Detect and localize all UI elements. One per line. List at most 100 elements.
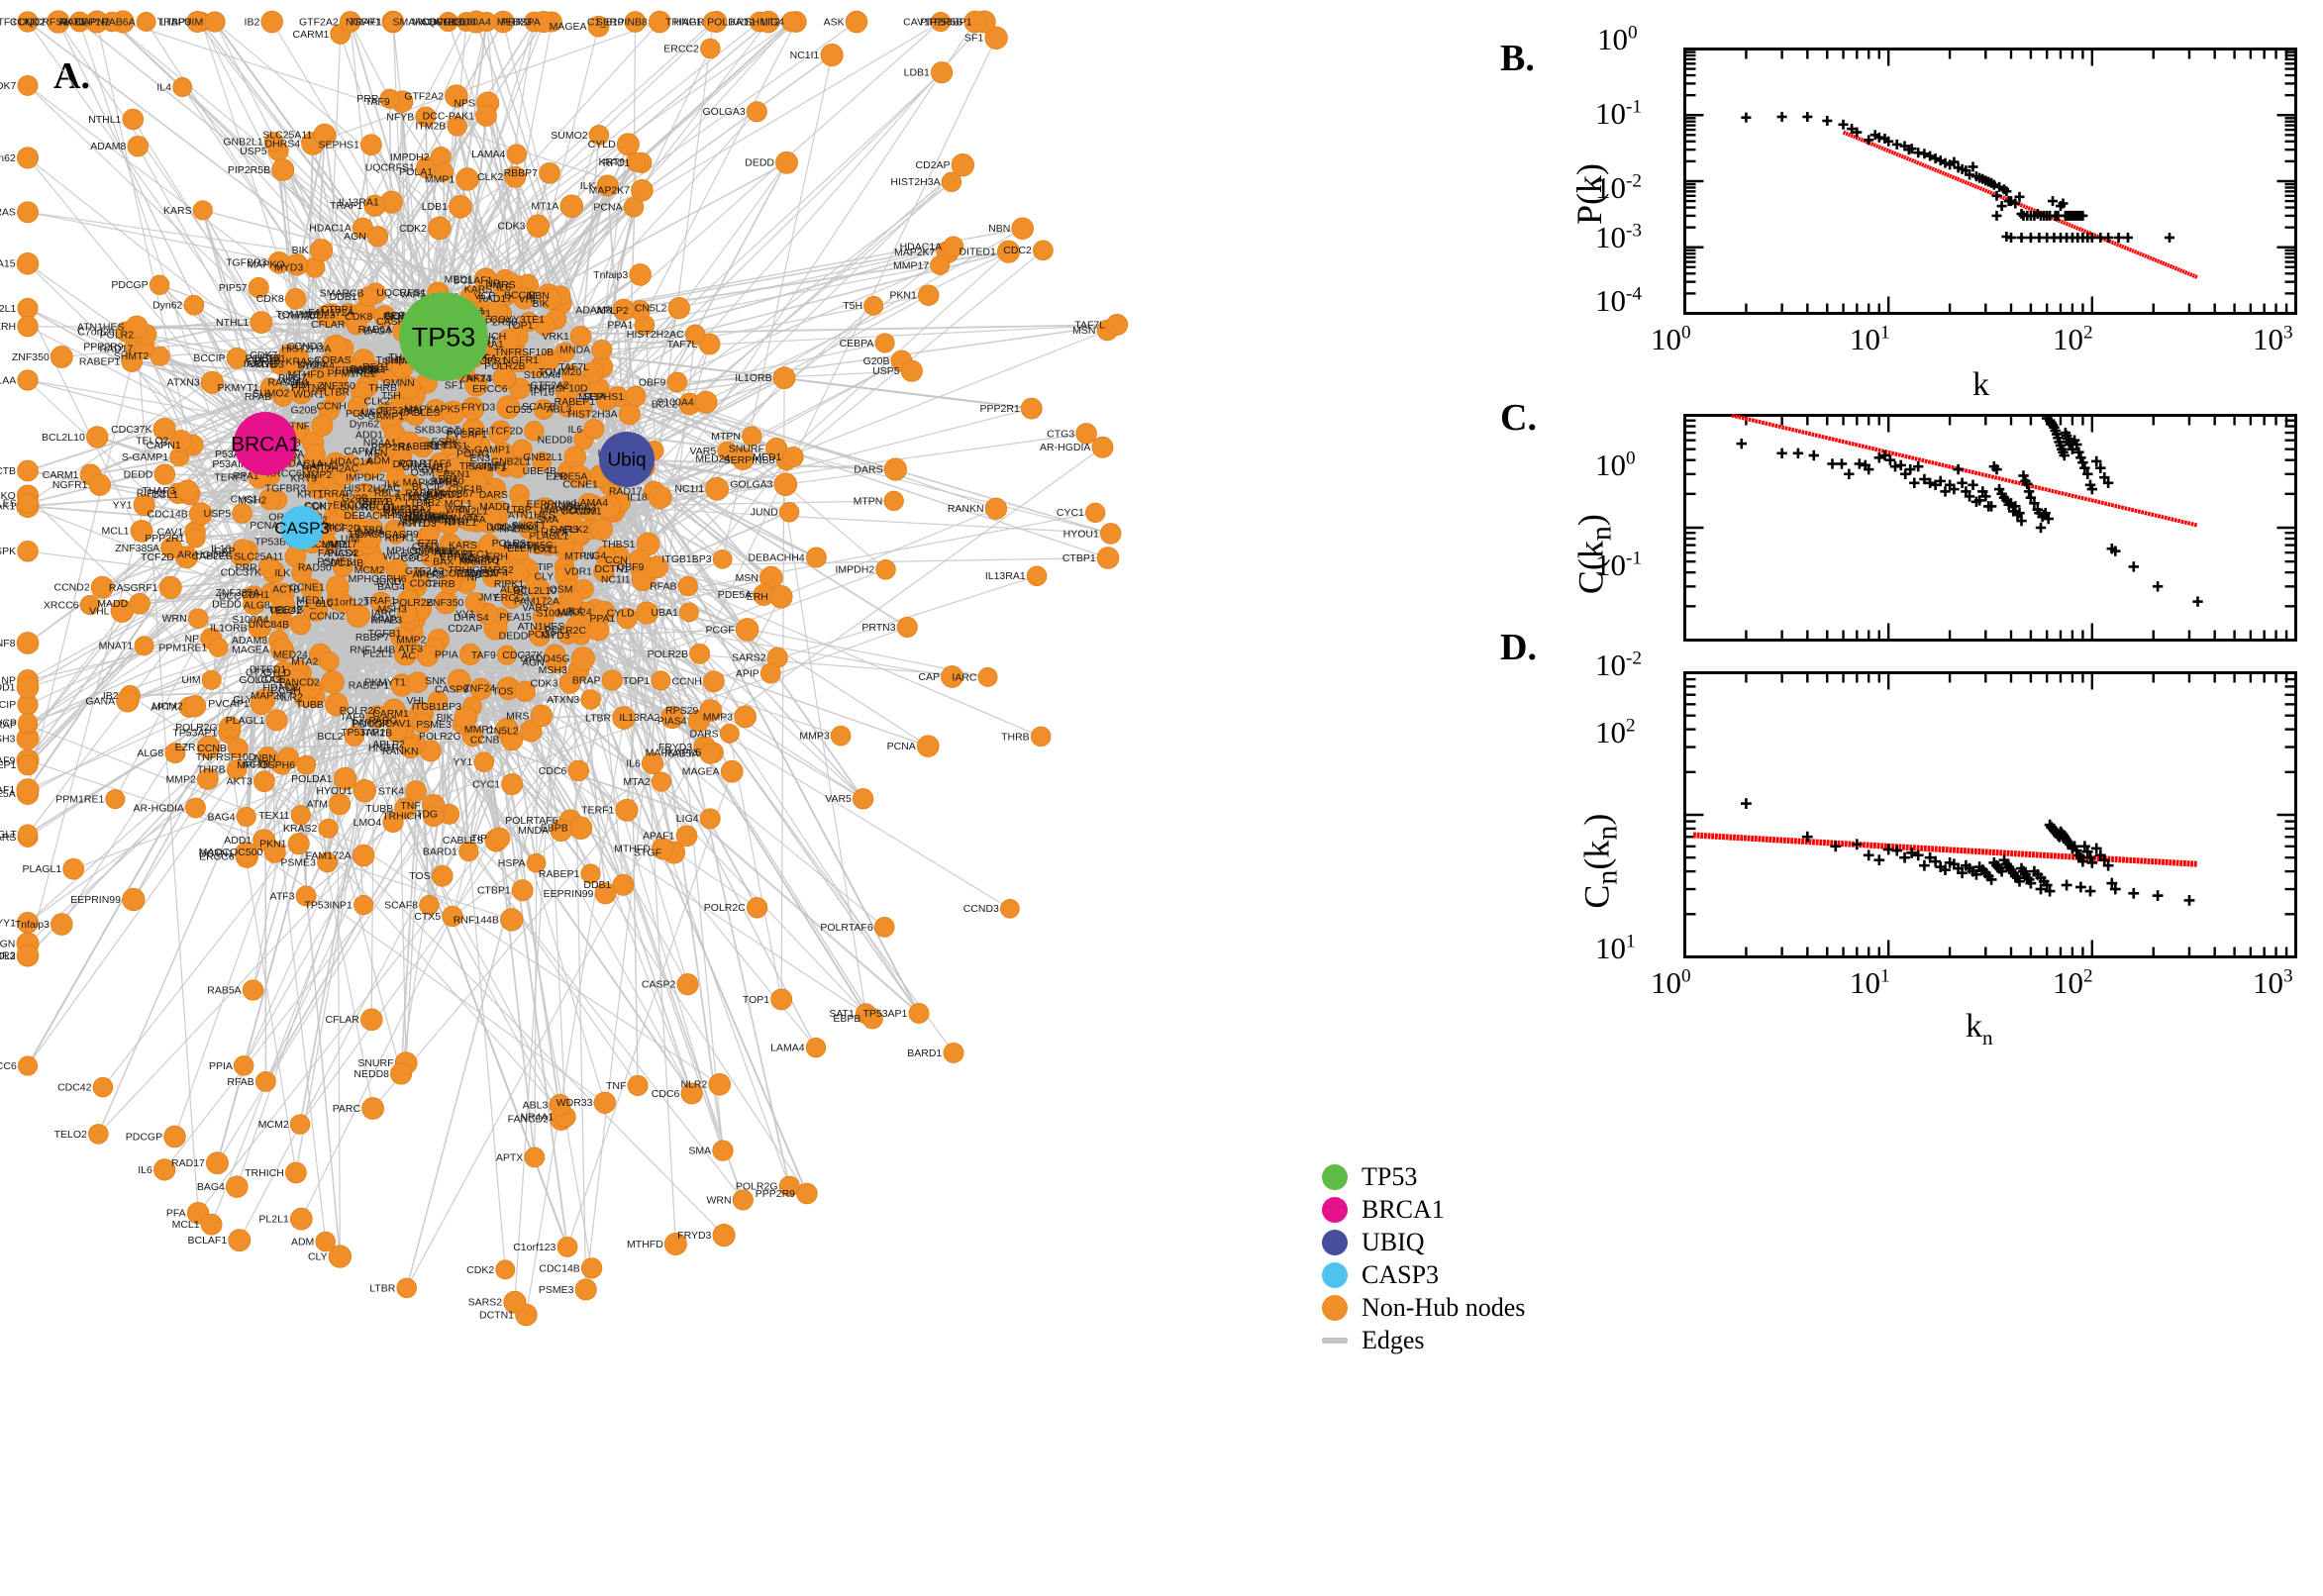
- network-node[interactable]: [488, 827, 511, 849]
- network-node[interactable]: [344, 726, 365, 747]
- network-node[interactable]: [612, 298, 635, 322]
- network-node[interactable]: [243, 592, 265, 616]
- network-node[interactable]: [235, 842, 258, 865]
- network-node[interactable]: [565, 614, 590, 639]
- network-node[interactable]: [485, 299, 509, 323]
- network-node[interactable]: [316, 533, 338, 554]
- network-node[interactable]: [624, 11, 647, 33]
- network-node[interactable]: [781, 11, 803, 33]
- network-node[interactable]: [121, 350, 143, 372]
- network-node[interactable]: [996, 240, 1021, 263]
- network-node[interactable]: [311, 414, 334, 437]
- network-node[interactable]: [228, 738, 249, 759]
- network-node[interactable]: [17, 11, 39, 33]
- network-node[interactable]: [101, 11, 123, 33]
- network-node[interactable]: [116, 689, 140, 713]
- network-node[interactable]: [284, 288, 307, 310]
- network-node[interactable]: [628, 549, 651, 571]
- network-node[interactable]: [461, 483, 484, 506]
- network-node[interactable]: [228, 1229, 252, 1252]
- network-node[interactable]: [627, 1074, 649, 1096]
- network-node[interactable]: [514, 680, 536, 702]
- network-node[interactable]: [861, 1008, 883, 1030]
- network-node[interactable]: [1106, 314, 1129, 336]
- network-node[interactable]: [495, 1259, 516, 1280]
- network-node[interactable]: [250, 692, 273, 716]
- network-node[interactable]: [591, 339, 613, 360]
- network-node[interactable]: [492, 366, 517, 390]
- network-node[interactable]: [583, 418, 605, 440]
- network-node[interactable]: [469, 677, 492, 700]
- network-node[interactable]: [941, 171, 962, 192]
- network-node[interactable]: [163, 1125, 186, 1148]
- network-node[interactable]: [589, 517, 613, 542]
- network-node[interactable]: [236, 806, 256, 828]
- network-node[interactable]: [1030, 726, 1052, 748]
- network-node[interactable]: [556, 1236, 578, 1257]
- network-node[interactable]: [17, 201, 39, 224]
- network-node[interactable]: [17, 297, 39, 319]
- network-node[interactable]: [1085, 502, 1106, 523]
- network-node[interactable]: [302, 600, 323, 621]
- network-node[interactable]: [296, 754, 317, 775]
- network-node[interactable]: [346, 603, 370, 628]
- network-node[interactable]: [17, 315, 39, 338]
- network-node[interactable]: [641, 752, 664, 775]
- network-node[interactable]: [396, 602, 418, 624]
- network-node[interactable]: [17, 369, 39, 391]
- network-node[interactable]: [250, 311, 273, 334]
- network-node[interactable]: [549, 1094, 571, 1117]
- network-node[interactable]: [541, 517, 564, 541]
- network-node[interactable]: [593, 560, 615, 582]
- network-node[interactable]: [930, 254, 951, 275]
- network-node[interactable]: [437, 512, 459, 535]
- network-node[interactable]: [169, 430, 193, 452]
- network-node[interactable]: [317, 851, 339, 873]
- network-node[interactable]: [88, 1124, 109, 1145]
- network-node[interactable]: [185, 528, 206, 549]
- network-node[interactable]: [153, 1158, 176, 1181]
- network-node[interactable]: [321, 670, 345, 694]
- network-node[interactable]: [325, 575, 350, 600]
- network-node[interactable]: [232, 539, 252, 559]
- network-node[interactable]: [405, 405, 426, 427]
- network-node[interactable]: [705, 476, 729, 501]
- network-node[interactable]: [434, 161, 454, 182]
- network-node[interactable]: [359, 457, 382, 480]
- network-node[interactable]: [746, 101, 767, 123]
- network-node[interactable]: [852, 788, 874, 810]
- network-node[interactable]: [449, 194, 472, 219]
- network-node[interactable]: [459, 431, 482, 453]
- network-node[interactable]: [480, 507, 502, 529]
- network-node[interactable]: [567, 759, 590, 782]
- network-node[interactable]: [732, 1189, 754, 1211]
- network-node[interactable]: [588, 125, 610, 146]
- network-node[interactable]: [560, 589, 583, 613]
- network-node[interactable]: [430, 546, 454, 570]
- network-node[interactable]: [248, 616, 271, 640]
- network-node[interactable]: [635, 601, 658, 625]
- network-node[interactable]: [455, 167, 479, 191]
- network-node[interactable]: [699, 699, 723, 722]
- network-node[interactable]: [122, 108, 145, 131]
- network-node[interactable]: [290, 382, 313, 405]
- network-node[interactable]: [742, 426, 762, 447]
- network-node[interactable]: [152, 418, 176, 442]
- network-node[interactable]: [50, 346, 73, 368]
- network-node[interactable]: [473, 267, 497, 291]
- network-node[interactable]: [187, 608, 209, 629]
- network-node[interactable]: [428, 216, 452, 241]
- network-node[interactable]: [324, 451, 348, 475]
- network-node[interactable]: [256, 747, 278, 768]
- network-node[interactable]: [1096, 547, 1120, 569]
- network-node[interactable]: [339, 11, 361, 33]
- network-node[interactable]: [208, 637, 229, 657]
- network-node[interactable]: [86, 426, 109, 449]
- network-node[interactable]: [122, 887, 146, 912]
- network-node[interactable]: [555, 535, 575, 555]
- network-node[interactable]: [407, 671, 429, 693]
- network-node[interactable]: [509, 562, 530, 583]
- network-node[interactable]: [1099, 523, 1122, 545]
- network-node[interactable]: [253, 770, 275, 793]
- network-node[interactable]: [863, 295, 884, 316]
